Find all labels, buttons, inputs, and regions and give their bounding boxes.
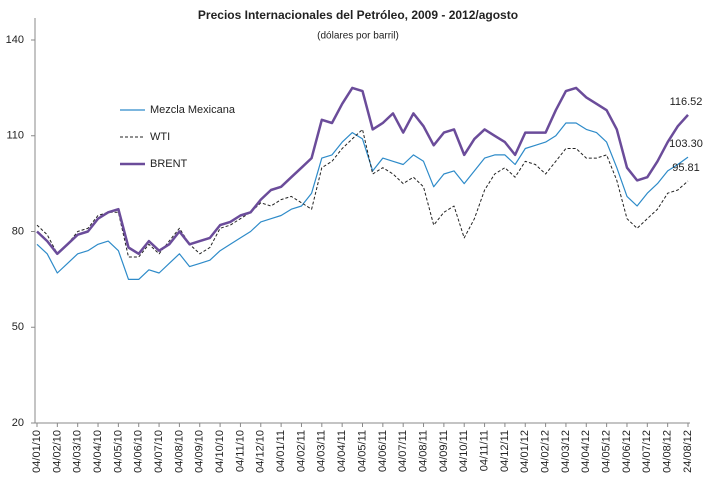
data-label: 116.52 (670, 96, 703, 108)
x-tick-label: 04/07/12 (641, 430, 653, 473)
y-tick-label: 80 (12, 225, 24, 237)
chart-title: Precios Internacionales del Petróleo, 20… (198, 8, 518, 22)
x-tick-label: 04/02/12 (540, 430, 552, 473)
x-tick-label: 04/11/11 (478, 430, 490, 471)
x-tick-label: 04/05/11 (356, 430, 368, 472)
x-tick-label: 04/12/10 (255, 430, 267, 473)
x-tick-label: 04/06/10 (133, 430, 145, 473)
series-line (36, 86, 689, 256)
x-tick-label: 04/06/11 (377, 430, 389, 472)
y-tick-label: 110 (6, 130, 24, 142)
x-tick-label: 04/05/12 (601, 430, 613, 473)
legend-label: WTI (150, 131, 170, 143)
x-tick-label: 04/08/12 (662, 430, 674, 473)
x-tick-label: 04/10/11 (458, 430, 470, 472)
x-tick-label: 04/06/12 (621, 430, 633, 473)
series-line (36, 122, 689, 280)
x-tick-label: 04/04/12 (580, 430, 592, 473)
x-tick-label: 04/02/11 (295, 430, 307, 472)
data-label: 95.81 (672, 162, 700, 174)
x-tick-label: 04/05/10 (112, 430, 124, 473)
x-tick-label: 04/03/11 (316, 430, 328, 472)
x-tick-label: 04/01/12 (519, 430, 531, 473)
x-tick-label: 04/04/11 (336, 430, 348, 472)
y-tick-label: 50 (12, 321, 24, 333)
x-tick-label: 04/02/10 (51, 430, 63, 473)
x-tick-label: 04/07/10 (153, 430, 165, 473)
y-tick-label: 140 (6, 34, 24, 46)
x-tick-label: 04/03/12 (560, 430, 572, 473)
legend-label: BRENT (150, 158, 188, 170)
x-tick-label: 04/09/11 (438, 430, 450, 472)
x-tick-label: 04/04/10 (92, 430, 104, 473)
x-tick-label: 04/01/11 (275, 430, 287, 472)
x-tick-label: 04/03/10 (72, 430, 84, 473)
y-tick-label: 20 (12, 417, 24, 429)
x-tick-label: 24/08/12 (682, 430, 694, 473)
legend-label: Mezcla Mexicana (150, 104, 236, 116)
x-tick-label: 04/09/10 (194, 430, 206, 473)
x-tick-label: 04/11/10 (234, 430, 246, 472)
x-tick-label: 04/10/10 (214, 430, 226, 473)
data-label: 103.30 (669, 138, 703, 150)
series-line (36, 128, 689, 258)
x-tick-label: 04/08/11 (417, 430, 429, 472)
x-tick-label: 04/01/10 (31, 430, 43, 473)
x-tick-label: 04/07/11 (397, 430, 409, 472)
x-tick-label: 04/12/11 (499, 430, 511, 472)
x-tick-label: 04/08/10 (173, 430, 185, 473)
chart-subtitle: (dólares por barril) (317, 31, 399, 42)
